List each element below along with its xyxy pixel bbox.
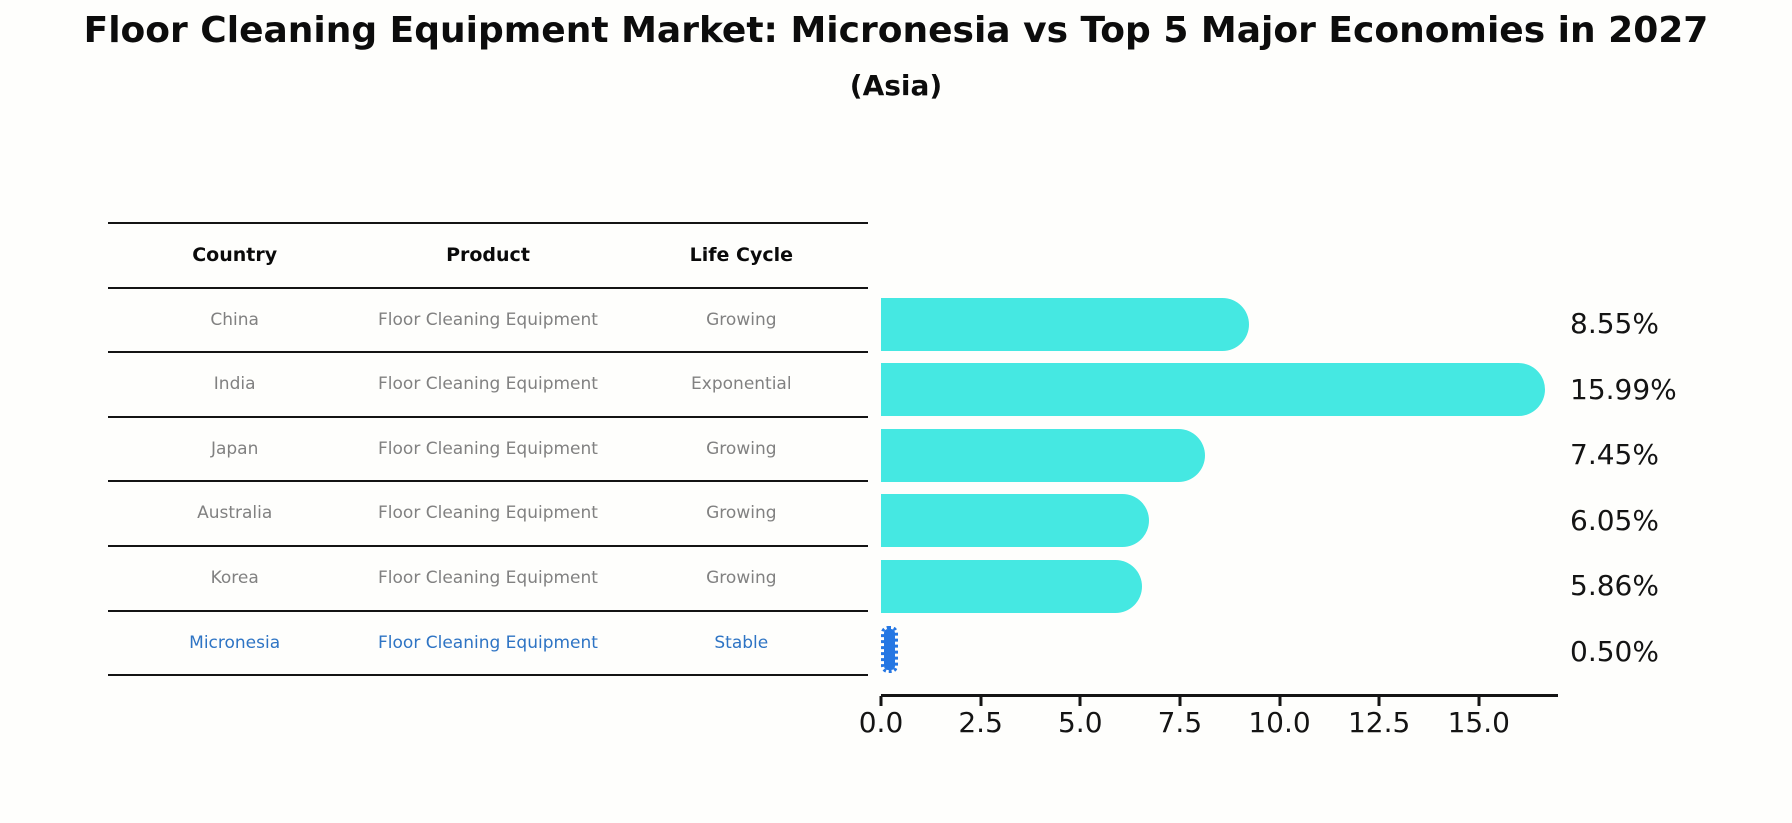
x-axis-tick (1178, 696, 1182, 706)
table-cell-life-cycle: Growing (706, 567, 777, 588)
table-cell-life-cycle: Growing (706, 503, 777, 524)
bar-australia (881, 494, 1149, 548)
bar-value-label-korea: 5.86% (1570, 569, 1659, 603)
bar-value-label-japan: 7.45% (1570, 438, 1659, 472)
table-row-india: India Floor Cleaning Equipment Exponenti… (108, 353, 868, 418)
table-row-china: China Floor Cleaning Equipment Growing (108, 289, 868, 354)
table-cell-life-cycle: Growing (706, 438, 777, 459)
x-axis-tick-label: 0.0 (858, 706, 904, 739)
bar-value-label-china: 8.55% (1570, 307, 1659, 340)
x-axis-tick (879, 696, 883, 706)
bar-japan (881, 428, 1205, 482)
table-cell-country: Japan (210, 438, 259, 459)
country-table: Country Product Life Cycle China Floor C… (108, 222, 868, 677)
table-cell-product: Floor Cleaning Equipment (378, 374, 598, 395)
x-axis-tick-label: 15.0 (1447, 706, 1510, 739)
bar-value-label-micronesia: 0.50% (1570, 635, 1659, 668)
table-cell-product: Floor Cleaning Equipment (378, 309, 598, 330)
bar-india (881, 363, 1545, 417)
table-cell-product: Floor Cleaning Equipment (378, 567, 598, 588)
table-cell-country: China (210, 309, 259, 330)
chart-subtitle: (Asia) (849, 69, 943, 102)
table-cell-life-cycle: Stable (714, 632, 769, 653)
bar-korea (881, 559, 1142, 613)
table-cell-product: Floor Cleaning Equipment (378, 632, 598, 653)
table-header-country: Country (192, 243, 278, 266)
x-axis-tick-label: 12.5 (1347, 706, 1411, 739)
table-header-product: Product (446, 243, 530, 266)
x-axis-tick-label: 10.0 (1248, 706, 1311, 739)
table-row-japan: Japan Floor Cleaning Equipment Growing (108, 418, 868, 483)
x-axis-tick (1078, 696, 1082, 706)
x-axis-tick-label: 2.5 (958, 706, 1003, 739)
x-axis-tick (1477, 696, 1481, 706)
table-cell-life-cycle: Exponential (691, 374, 792, 395)
table-row-korea: Korea Floor Cleaning Equipment Growing (108, 547, 868, 612)
table-cell-country: India (213, 374, 256, 395)
table-row-australia: Australia Floor Cleaning Equipment Growi… (108, 482, 868, 547)
table-body: China Floor Cleaning Equipment Growing I… (108, 289, 868, 677)
table-header-row: Country Product Life Cycle (108, 224, 868, 289)
x-axis-tick (1278, 696, 1281, 706)
x-axis-tick-label: 5.0 (1057, 706, 1103, 739)
table-cell-product: Floor Cleaning Equipment (378, 503, 598, 524)
bar-value-label-india: 15.99% (1570, 372, 1677, 406)
table-cell-product: Floor Cleaning Equipment (378, 438, 598, 459)
x-axis-line (881, 694, 1558, 697)
x-axis-tick (1377, 696, 1381, 706)
table-cell-country: Korea (210, 567, 259, 588)
table-row-micronesia: Micronesia Floor Cleaning Equipment Stab… (108, 612, 868, 677)
bar-china (881, 297, 1249, 351)
bar-value-label-australia: 6.05% (1570, 503, 1659, 537)
table-cell-country: Australia (197, 503, 273, 524)
table-cell-country: Micronesia (189, 632, 281, 653)
x-axis-tick (979, 696, 983, 706)
bar-micronesia (881, 625, 898, 673)
chart-title: Floor Cleaning Equipment Market: Microne… (83, 10, 1709, 51)
table-cell-life-cycle: Growing (706, 309, 777, 330)
x-axis-tick-label: 7.5 (1157, 706, 1203, 739)
table-header-life-cycle: Life Cycle (689, 243, 794, 266)
